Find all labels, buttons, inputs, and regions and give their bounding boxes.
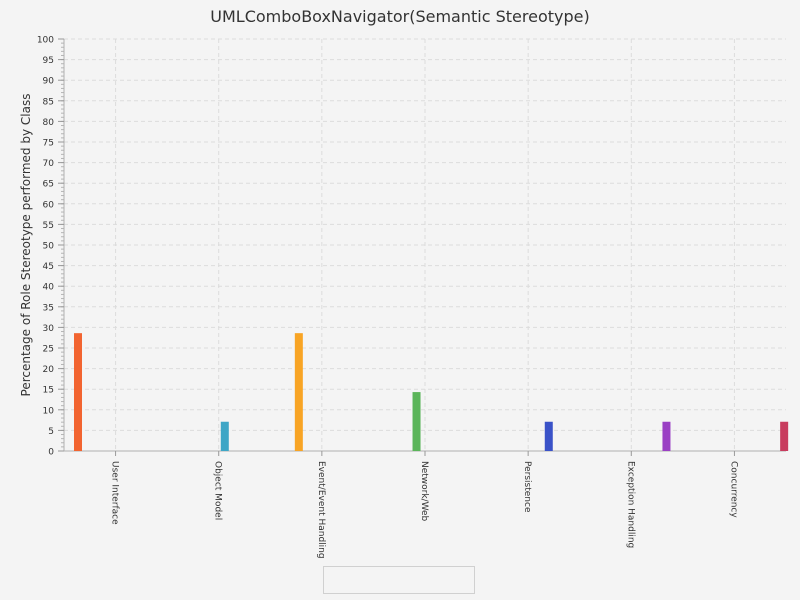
chart-title: UMLComboBoxNavigator(Semantic Stereotype… <box>210 7 590 26</box>
x-tick-label: Network/Web <box>419 461 429 522</box>
bar <box>74 333 82 451</box>
x-tick-label: Persistence <box>522 461 532 513</box>
x-tick-label: Exception Handling <box>625 461 635 548</box>
y-tick-label: 45 <box>43 262 54 272</box>
y-tick-label: 25 <box>43 345 54 355</box>
bar <box>780 421 789 451</box>
y-tick-label: 15 <box>43 386 54 396</box>
y-tick-label: 40 <box>43 283 55 293</box>
legend <box>323 566 475 594</box>
bar <box>544 421 553 451</box>
x-tick-label: Object Model <box>213 461 223 520</box>
bar <box>220 421 229 451</box>
y-tick-label: 20 <box>43 365 55 375</box>
y-tick-label: 55 <box>43 221 54 231</box>
bar <box>412 392 421 451</box>
y-tick-label: 10 <box>43 406 55 416</box>
y-tick-label: 85 <box>43 97 54 107</box>
y-axis-label: Percentage of Role Stereotype performed … <box>19 94 33 397</box>
x-tick-label: Concurrency <box>728 461 738 518</box>
y-tick-label: 30 <box>43 324 55 334</box>
y-tick-label: 75 <box>43 139 54 149</box>
y-tick-label: 65 <box>43 180 54 190</box>
y-tick-label: 60 <box>43 200 55 210</box>
y-tick-label: 50 <box>43 242 55 252</box>
y-tick-label: 35 <box>43 303 54 313</box>
y-tick-label: 95 <box>43 56 54 66</box>
y-tick-label: 70 <box>43 159 55 169</box>
y-tick-label: 5 <box>48 427 54 437</box>
x-tick-label: User Interface <box>110 461 120 525</box>
bar <box>294 333 303 451</box>
y-tick-label: 100 <box>37 36 54 46</box>
y-tick-label: 0 <box>48 448 54 458</box>
bar <box>662 421 671 451</box>
y-tick-label: 80 <box>43 118 55 128</box>
y-tick-label: 90 <box>43 77 55 87</box>
x-tick-label: Event/Event Handling <box>316 461 326 559</box>
